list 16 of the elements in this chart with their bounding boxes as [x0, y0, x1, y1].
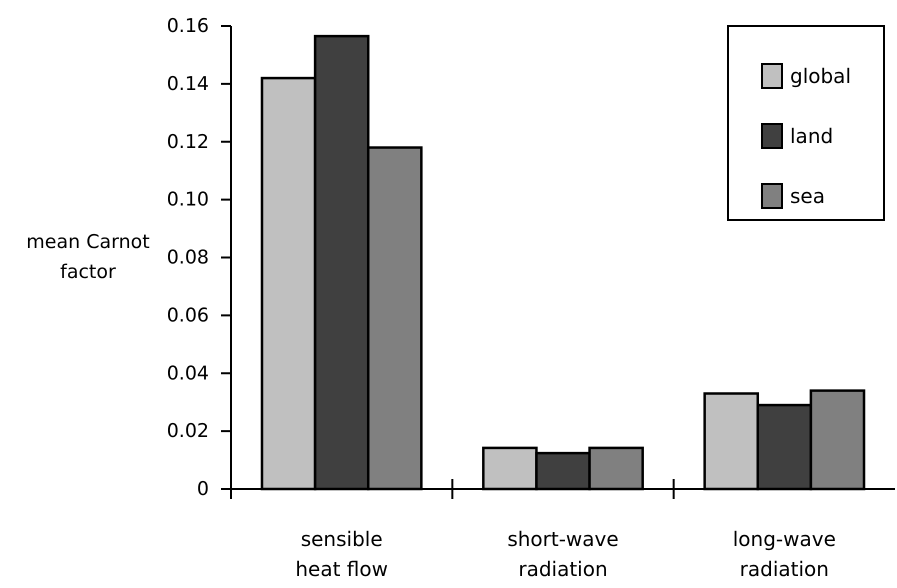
y-tick-label: 0.12: [166, 130, 209, 153]
y-axis-title: mean Carnot factor: [26, 231, 150, 283]
y-tick-label: 0.16: [166, 15, 209, 38]
legend-label: sea: [790, 184, 825, 208]
y-tick-label: 0: [196, 478, 209, 500]
y-tick-label: 0.04: [166, 362, 209, 384]
x-tick-label: sensible heat flow: [295, 527, 388, 581]
legend-label: land: [790, 124, 834, 148]
x-tick-label: long-wave radiation: [732, 527, 836, 581]
y-tick-label: 0.14: [166, 72, 209, 95]
y-tick-label: 0.02: [166, 420, 209, 442]
x-tick-label: short-wave radiation: [507, 527, 619, 581]
y-tick-label: 0.08: [166, 246, 209, 269]
legend-label: global: [790, 64, 851, 88]
y-tick-label: 0.06: [166, 304, 209, 326]
y-tick-label: 0.10: [166, 188, 209, 211]
